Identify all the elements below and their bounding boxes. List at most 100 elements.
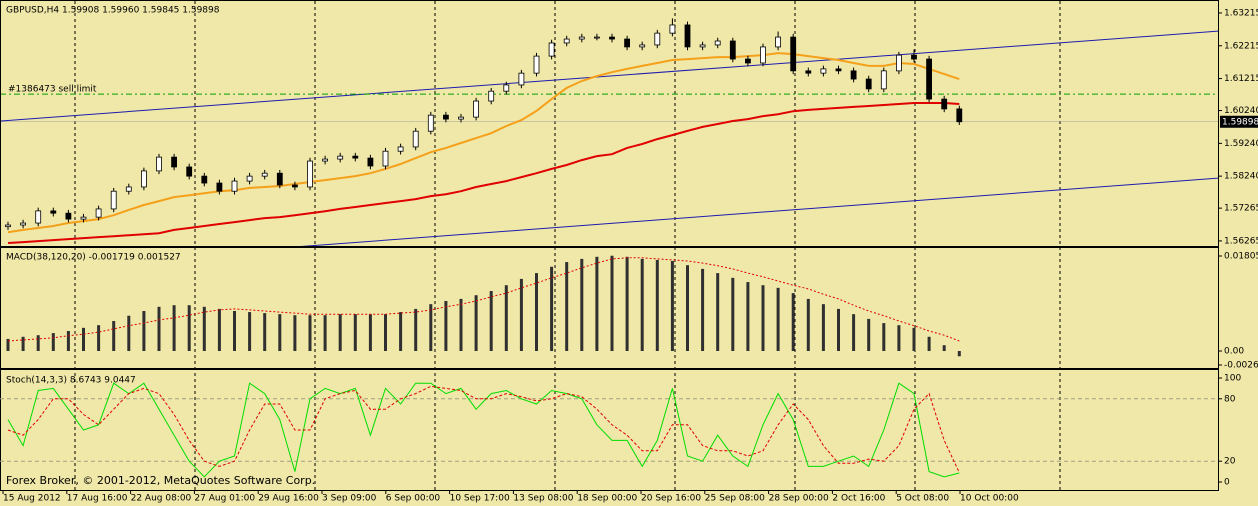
macd-bar	[776, 287, 780, 351]
candle-body	[156, 156, 162, 172]
moving-average	[7, 102, 960, 244]
candle-body	[352, 155, 359, 159]
macd-bar	[263, 313, 267, 351]
candle-body	[926, 58, 932, 100]
candle-body	[790, 36, 797, 72]
x-tick-label: 10 Oct 00:00	[960, 494, 1019, 504]
candle-body	[880, 70, 887, 90]
macd-bar	[217, 308, 221, 351]
macd-bar	[6, 338, 10, 351]
macd-bar	[912, 327, 916, 351]
candle-body	[805, 70, 812, 74]
candle-body	[427, 114, 434, 132]
macd-bar	[97, 325, 101, 351]
macd-bar	[233, 311, 236, 351]
macd-bar	[51, 333, 55, 351]
macd-bar	[580, 258, 584, 351]
candle-body	[397, 146, 404, 152]
macd-bar	[837, 308, 840, 351]
candle-body	[125, 186, 132, 192]
marks	[1, 18, 1218, 478]
order-label: #1386473 sell limit	[8, 85, 97, 95]
candle-body	[5, 224, 11, 228]
y-tick-label: 20	[1224, 457, 1236, 467]
macd-pane	[0, 247, 1219, 369]
x-tick-label: 13 Sep 08:00	[513, 494, 573, 504]
macd-bar	[867, 318, 871, 351]
y-tick-label: 1.59240	[1224, 139, 1258, 149]
candle-body	[760, 46, 766, 64]
macd-bar	[323, 315, 327, 351]
macd-bar	[308, 315, 312, 351]
x-tick-label: 5 Oct 08:00	[896, 494, 949, 504]
moving-average	[7, 52, 960, 234]
y-tick-label: 100	[1224, 374, 1241, 384]
macd-bar	[852, 314, 856, 351]
macd-bar	[957, 351, 961, 357]
candle-body	[186, 166, 193, 177]
macd-bar	[716, 273, 720, 351]
macd-bar	[353, 314, 357, 351]
candle-body	[201, 175, 208, 184]
macd-bar	[731, 277, 735, 351]
macd-bar	[655, 259, 659, 351]
macd-bar	[806, 298, 810, 351]
macd-bar	[489, 291, 493, 351]
macd-bar	[519, 278, 523, 351]
candle-body	[639, 44, 646, 48]
x-tick-label: 29 Aug 16:00	[258, 494, 319, 504]
x-tick-label: 3 Sep 09:00	[322, 494, 377, 504]
x-tick-label: 18 Sep 00:00	[577, 494, 637, 504]
y-tick-label: 1.56265	[1224, 236, 1258, 246]
macd-bar	[21, 336, 25, 351]
candle-body	[820, 68, 827, 74]
macd-title: MACD(38,120,20) -0.001719 0.001527	[6, 253, 181, 263]
stoch-main	[7, 382, 960, 478]
candle-body	[594, 36, 600, 39]
candle-body	[50, 210, 57, 214]
trendline	[1, 30, 1218, 122]
candle-body	[95, 208, 102, 218]
y-tick-label: 1.60240	[1224, 106, 1258, 116]
candle-body	[261, 172, 268, 177]
candle-body	[533, 55, 540, 74]
x-tick-label: 17 Aug 16:00	[67, 494, 128, 504]
macd-bar	[202, 306, 206, 351]
candle-body	[956, 108, 963, 123]
candle-body	[850, 70, 857, 80]
macd-bar	[474, 295, 478, 351]
macd-bar	[293, 315, 297, 351]
candle-body	[684, 24, 691, 48]
candle-body	[745, 58, 751, 64]
macd-bar	[746, 282, 750, 351]
trendline	[301, 177, 1218, 246]
macd-bar	[157, 306, 161, 351]
y-tick-label: 80	[1224, 394, 1236, 404]
candle-body	[729, 40, 736, 60]
y-tick-label: 1.61215	[1224, 74, 1258, 84]
macd-bar	[670, 261, 674, 351]
x-tick-label: 20 Sep 16:00	[641, 494, 701, 504]
candle-body	[246, 175, 253, 182]
candle-body	[835, 68, 842, 72]
candle-body	[896, 54, 902, 72]
candle-body	[775, 36, 781, 48]
macd-bar	[187, 305, 191, 351]
y-tick-label: 1.58240	[1224, 172, 1258, 182]
macd-bar	[821, 304, 825, 351]
macd-bar	[595, 256, 599, 351]
macd-bar	[459, 298, 463, 351]
macd-bar	[112, 321, 116, 351]
candle-body	[337, 155, 344, 160]
macd-bar	[36, 335, 40, 351]
candle-body	[65, 212, 72, 220]
candle-body	[548, 42, 555, 57]
macd-bar	[172, 305, 176, 351]
candle-body	[941, 98, 948, 110]
bid-box	[1220, 115, 1258, 128]
candle-body	[669, 24, 676, 34]
stoch-title: Stoch(14,3,3) 8.6743 9.0447	[6, 376, 136, 386]
macd-bar	[142, 311, 146, 351]
macd-bar	[761, 285, 765, 351]
